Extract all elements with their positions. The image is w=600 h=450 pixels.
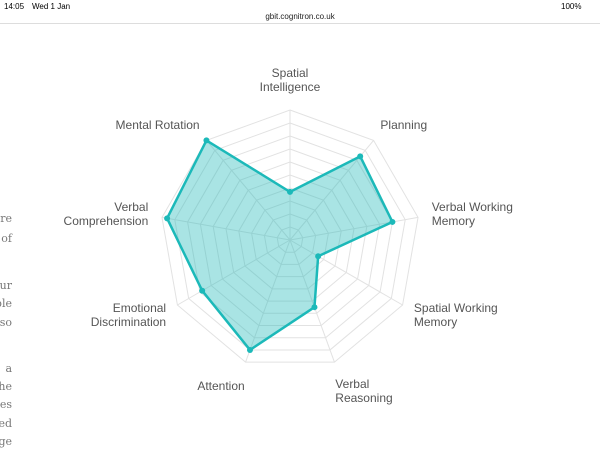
page-text-fragment: re <box>0 212 12 225</box>
page-text-fragment: ur <box>0 279 12 292</box>
grid-ring <box>251 200 329 278</box>
axis-label: Verbal Working Memory <box>431 199 513 228</box>
spoke <box>289 239 335 363</box>
axis-label: Spatial Working Memory <box>413 301 498 329</box>
axis-label: Mental Rotation <box>115 118 200 133</box>
status-bar: 14:05 Wed 1 Jan 100% <box>0 0 600 22</box>
page-text-fragment: a <box>5 362 12 375</box>
data-area <box>165 139 394 352</box>
spoke <box>177 239 291 306</box>
spoke <box>245 239 291 363</box>
page-text-fragment: es <box>0 398 12 411</box>
data-point <box>199 287 206 294</box>
grid-ring <box>199 148 381 327</box>
page-text-fragment: so <box>0 316 12 329</box>
data-point <box>389 218 396 225</box>
axis-label: Planning <box>380 118 428 133</box>
spoke <box>289 216 419 241</box>
page-text-fragment: of <box>1 232 12 245</box>
grid-ring <box>187 135 393 339</box>
grid-ring <box>174 122 406 351</box>
data-point <box>357 153 364 160</box>
grid-ring <box>263 213 317 265</box>
spoke <box>289 239 403 306</box>
axis-label: Verbal Comprehension <box>63 199 149 228</box>
page-text-fragment: ble <box>0 297 12 310</box>
date: Wed 1 Jan <box>32 2 71 11</box>
axis-label: Spatial Intelligence <box>259 66 321 95</box>
separator <box>0 23 600 24</box>
data-point <box>315 253 322 260</box>
spoke <box>206 140 291 241</box>
grid-ring <box>238 187 342 290</box>
time: 14:05 <box>4 2 25 11</box>
page-text-fragment: ge <box>0 435 12 448</box>
data-point <box>246 346 253 353</box>
page-text-fragment: he <box>0 380 12 393</box>
axis-label: Attention <box>197 378 245 393</box>
data-point <box>203 137 210 144</box>
axis-label: Emotional Discrimination <box>90 301 167 329</box>
spoke <box>161 216 291 241</box>
data-point <box>311 304 318 311</box>
grid-ring <box>276 226 304 253</box>
axis-label: Verbal Reasoning <box>335 376 393 405</box>
grid-ring <box>225 174 355 302</box>
url[interactable]: gbit.cognitron.co.uk <box>265 12 335 21</box>
grid-ring <box>212 161 368 314</box>
data-point <box>164 215 171 222</box>
grid-ring <box>161 109 419 363</box>
data-point <box>287 188 293 195</box>
page-text-fragment: ed <box>0 417 12 430</box>
battery: 100% <box>561 2 582 11</box>
